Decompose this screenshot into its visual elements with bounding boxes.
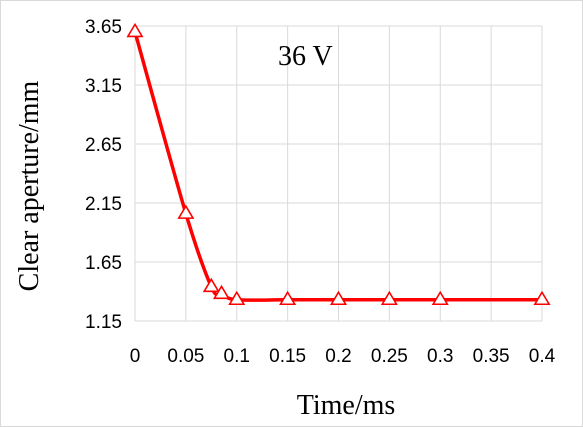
data-point-marker bbox=[533, 290, 551, 306]
y-tick-label: 2.65 bbox=[85, 135, 122, 156]
y-tick-label: 1.65 bbox=[85, 253, 122, 274]
x-tick-label: 0.2 bbox=[325, 346, 351, 367]
x-tick-label: 0 bbox=[130, 346, 141, 367]
data-point-marker bbox=[228, 290, 246, 306]
x-tick-label: 0.3 bbox=[427, 346, 453, 367]
y-tick-label: 3.15 bbox=[85, 76, 122, 97]
x-tick-label: 0.25 bbox=[371, 346, 408, 367]
tick-labels: 0 0.05 0.1 0.15 0.2 0.25 0.3 0.35 0.4 1.15 1.65 2.1… bbox=[85, 17, 556, 367]
voltage-annotation: 36 V bbox=[278, 41, 333, 72]
data-point-marker bbox=[380, 290, 398, 306]
x-tick-label: 0.1 bbox=[224, 346, 250, 367]
data-point-marker bbox=[329, 290, 348, 306]
y-tick-label: 2.15 bbox=[85, 194, 122, 215]
data-point-marker bbox=[212, 284, 231, 300]
data-point-marker bbox=[202, 277, 220, 293]
x-tick-label: 0.05 bbox=[167, 346, 204, 367]
x-tick-label: 0.35 bbox=[473, 346, 510, 367]
data-point-marker bbox=[126, 22, 144, 38]
x-tick-label: 0.15 bbox=[269, 346, 306, 367]
data-point-marker bbox=[279, 290, 297, 306]
data-point-marker bbox=[177, 204, 195, 219]
y-tick-label: 1.15 bbox=[85, 312, 122, 333]
series-group bbox=[126, 22, 551, 306]
y-axis-title: Clear aperture/mm bbox=[14, 80, 45, 291]
x-axis-title: Time/ms bbox=[297, 390, 396, 421]
gridlines bbox=[134, 25, 543, 322]
x-tick-label: 0.4 bbox=[529, 346, 556, 367]
y-tick-label: 3.65 bbox=[85, 17, 122, 38]
data-point-marker bbox=[431, 290, 449, 306]
